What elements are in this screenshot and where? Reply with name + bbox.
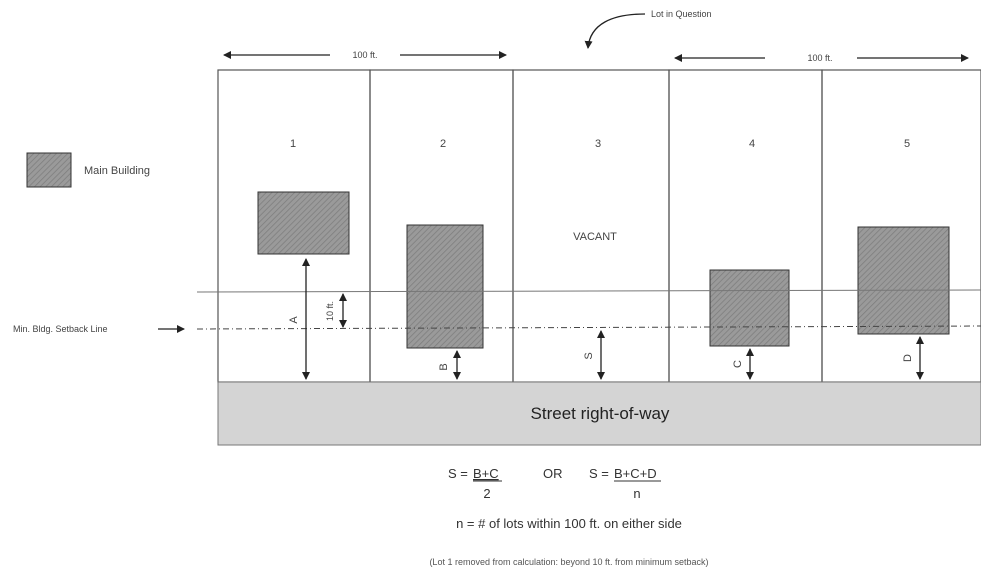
building-lot-1	[257, 191, 350, 255]
ten-foot-line	[196, 289, 981, 293]
span-left-label: 100 ft.	[352, 50, 377, 60]
formula-2-numerator: B+C+D	[614, 466, 657, 481]
formula-2-denominator: n	[633, 486, 640, 501]
building-lot-5	[857, 226, 950, 335]
formula-1-numerator: B+C	[473, 466, 499, 481]
lot-5	[821, 69, 981, 383]
legend-swatch	[26, 152, 72, 188]
vacant-label: VACANT	[573, 231, 617, 243]
lot-number-2: 2	[440, 138, 446, 150]
lot-number-4: 4	[749, 138, 755, 150]
span-right-label: 100 ft.	[807, 53, 832, 63]
label-s: S	[583, 352, 595, 359]
lot-in-question-arrow	[584, 13, 646, 49]
formula-2-lhs: S =	[589, 466, 609, 481]
lot-number-3: 3	[595, 138, 601, 150]
lot-in-question-label: Lot in Question	[651, 9, 712, 19]
lot-3	[512, 69, 670, 383]
formula-1-denominator: 2	[483, 486, 490, 501]
label-a: A	[288, 316, 300, 324]
lot-number-1: 1	[290, 138, 296, 150]
formula-1-lhs: S =	[448, 466, 468, 481]
street-label: Street right-of-way	[531, 404, 670, 423]
min-setback-line	[196, 325, 981, 330]
footnote-text: (Lot 1 removed from calculation: beyond …	[429, 557, 708, 567]
label-b: B	[438, 363, 450, 370]
legend-label: Main Building	[84, 165, 150, 177]
formula-or: OR	[543, 466, 563, 481]
setback-line-label: Min. Bldg. Setback Line	[13, 324, 108, 334]
lot-number-5: 5	[904, 138, 910, 150]
label-c: C	[732, 360, 744, 368]
label-10ft: 10 ft.	[325, 301, 335, 321]
building-lot-4	[709, 269, 790, 347]
label-d: D	[902, 354, 914, 362]
definition-text: n = # of lots within 100 ft. on either s…	[456, 516, 682, 531]
street-right-of-way	[217, 381, 981, 446]
building-lot-2	[406, 224, 484, 349]
